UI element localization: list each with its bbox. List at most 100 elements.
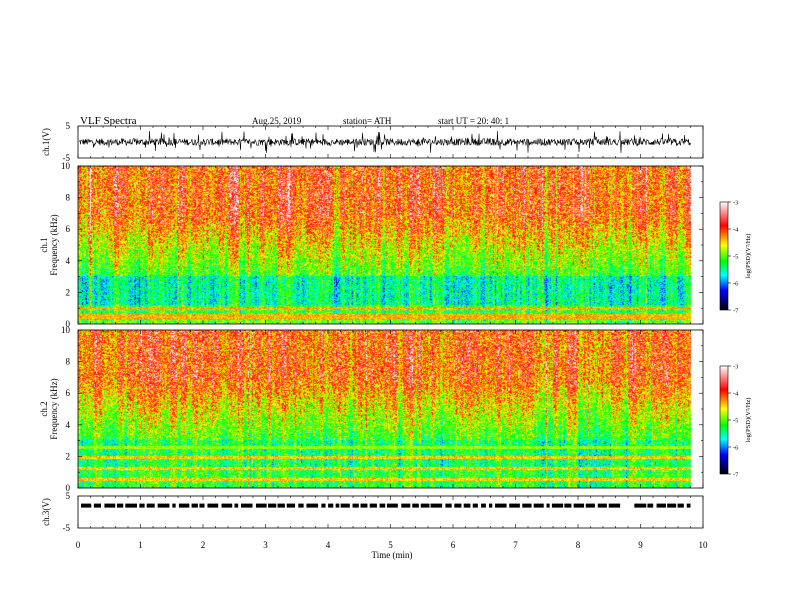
frequency-tick-label: 6 (66, 224, 71, 234)
colorbar-tick-label: -4 (733, 227, 739, 234)
frequency-tick-label: 8 (66, 193, 71, 203)
figure-title: VLF Spectra (80, 115, 137, 127)
ch3-waveform-segment (546, 503, 550, 508)
ch3-waveform-segment (472, 503, 478, 508)
ch3-ytick-bottom: -5 (63, 523, 71, 533)
ch2-spectrogram-xticks (77, 330, 704, 488)
frequency-tick-label: 4 (66, 256, 71, 266)
ch3-waveform-segment (146, 503, 155, 508)
ch2-spectrogram-ylabel: Frequency (kHz) (49, 378, 59, 439)
ch3-waveform-segment (481, 503, 486, 508)
time-tick-label: 0 (76, 540, 81, 550)
time-axis-label: Time (min) (372, 550, 413, 560)
ch1-spectrogram-ylabel: Frequency (kHz) (49, 214, 59, 275)
colorbar-tick-label: -7 (733, 472, 739, 479)
ch3-waveform-segment (420, 503, 430, 508)
ch3-waveform-segment (306, 503, 319, 508)
ch2-spectrogram-image (78, 330, 703, 488)
ch3-waveform-segment (533, 503, 544, 508)
time-tick-label: 2 (201, 540, 206, 550)
ch3-waveform-segment (335, 503, 340, 508)
ch3-waveform-segment (564, 503, 572, 508)
ch3-waveform-segment (298, 503, 304, 508)
start-time-label: start UT = 20: 40: 1 (438, 116, 509, 126)
time-tick-label: 6 (451, 540, 456, 550)
ch1-colorbar-ticks: -3 -4 -5 -6 -7 (728, 200, 739, 315)
ch3-waveform-segment (81, 503, 92, 508)
ch2-colorbar-label: log(PSD)(V²/Hz) (745, 398, 752, 443)
ch1-ylabel: ch.1(V) (41, 128, 51, 156)
ch3-waveform-segment (286, 503, 296, 508)
ch1-waveform-series (78, 130, 691, 153)
ch3-waveform-segment (430, 503, 443, 508)
colorbar-tick-label: -3 (733, 200, 738, 207)
time-tick-label: 1 (138, 540, 143, 550)
ch3-waveform-frame-bg (78, 496, 703, 528)
frequency-tick-label: 6 (66, 388, 71, 398)
ch3-waveform-segment (207, 503, 219, 508)
ch3-waveform-segment (463, 503, 471, 508)
frequency-tick-label: 2 (66, 451, 71, 461)
ch3-waveform-segment (328, 503, 334, 508)
colorbar-tick-label: -5 (733, 418, 738, 425)
ch2-spectrogram-panel: 0 2 4 6 8 10 ch.2 Frequency (kHz) (39, 325, 704, 493)
ch3-waveform-segment (522, 503, 532, 508)
ch3-waveform-segment (677, 503, 684, 508)
ch2-colorbar-ticks: -3 -4 -5 -6 -7 (728, 364, 739, 479)
frequency-tick-label: 0 (66, 319, 71, 329)
ch3-waveform-segment (277, 503, 285, 508)
ch3-waveform-segment (573, 503, 585, 508)
ch3-waveform-segment (656, 503, 667, 508)
colorbar-tick-label: -3 (733, 364, 738, 371)
ch3-waveform-segment (488, 503, 493, 508)
ch3-waveform-segment (369, 503, 377, 508)
ch3-waveform-segment (412, 503, 419, 508)
ch3-waveform-segment (93, 503, 101, 508)
ch3-waveform-segment (647, 503, 654, 508)
time-tick-label: 8 (576, 540, 581, 550)
ch3-waveform-segment (234, 503, 239, 508)
ch3-waveform-segment (191, 503, 198, 508)
ch3-waveform-segment (340, 503, 350, 508)
ch2-spectrogram-yticks: 0 2 4 6 8 10 (61, 325, 703, 493)
ch1-spectrogram-image (78, 166, 703, 324)
ch3-waveform-segment (634, 503, 647, 508)
ch3-waveform-segment (445, 503, 452, 508)
ch3-waveform-panel: 5 -5 ch.3(V) (41, 491, 704, 533)
ch3-waveform-segment (157, 503, 170, 508)
ch2-spectrogram-channel-label: ch.2 (39, 401, 49, 416)
colorbar-tick-label: -6 (733, 281, 739, 288)
time-axis-tick-labels: 0 1 2 3 4 5 6 7 8 9 10 (76, 540, 708, 550)
ch3-waveform-segment (199, 503, 205, 508)
ch1-ytick-bottom: -5 (63, 153, 71, 163)
ch3-waveform-segment (104, 503, 116, 508)
ch3-waveform-segment (401, 503, 411, 508)
frequency-tick-label: 4 (66, 420, 71, 430)
ch3-waveform-series (81, 503, 691, 508)
ch3-waveform-segment (178, 503, 190, 508)
ch1-spectrogram-yticks: 0 2 4 6 8 10 (61, 161, 703, 329)
frequency-tick-label: 10 (61, 161, 71, 171)
ch3-waveform-segment (116, 503, 124, 508)
ch3-waveform-segment (454, 503, 462, 508)
time-tick-label: 4 (326, 540, 331, 550)
colorbar-tick-label: -6 (733, 445, 739, 452)
ch3-waveform-segment (221, 503, 233, 508)
ch1-waveform-panel: 5 -5 ch.1(V) (41, 121, 704, 163)
ch3-waveform-segment (172, 503, 176, 508)
ch1-spectrogram-panel: 0 2 4 6 8 10 ch.1 Frequency (kHz) (39, 161, 704, 329)
ch1-colorbar: -3 -4 -5 -6 -7 log(PSD)(V²/Hz) (719, 200, 752, 315)
ch3-waveform-segment (379, 503, 386, 508)
ch3-waveform-segment (268, 503, 277, 508)
ch3-waveform-segment (495, 503, 507, 508)
ch1-waveform-xticks (77, 126, 704, 158)
time-tick-label: 10 (699, 540, 709, 550)
ch3-waveform-segment (125, 503, 137, 508)
ch3-waveform-xticks (77, 496, 704, 528)
station-label: station= ATH (343, 116, 392, 126)
ch3-waveform-segment (608, 503, 621, 508)
ch3-waveform-segment (597, 503, 607, 508)
colorbar-tick-label: -7 (733, 308, 739, 315)
